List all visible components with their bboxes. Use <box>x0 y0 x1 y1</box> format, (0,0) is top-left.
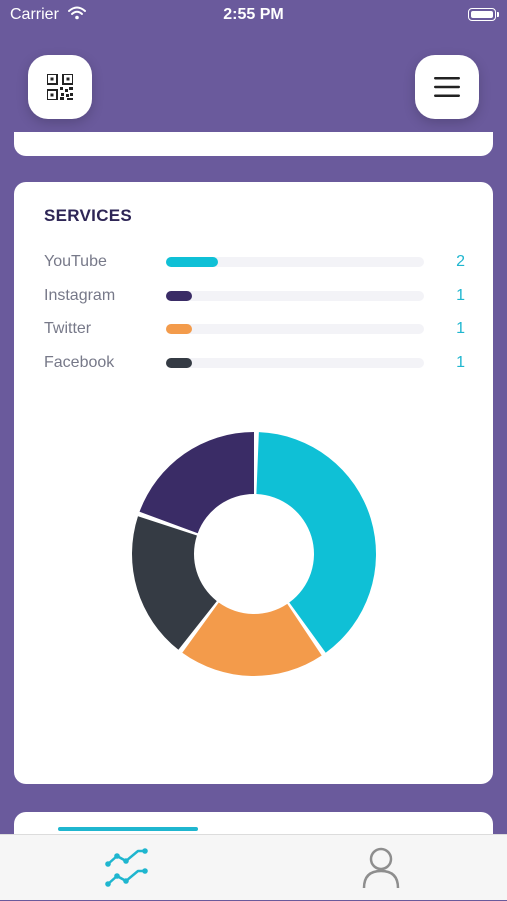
donut-slice-instagram <box>139 432 254 534</box>
service-name: Facebook <box>44 354 115 371</box>
service-bar-track <box>166 291 424 301</box>
service-row-instagram: Instagram 1 <box>14 284 493 308</box>
service-bar-track <box>166 358 424 368</box>
services-donut-chart <box>131 432 376 676</box>
battery-icon <box>468 8 496 21</box>
services-card: SERVICES YouTube 2 Instagram 1 Twitter 1… <box>14 182 493 784</box>
service-count: 1 <box>456 320 465 337</box>
wifi-icon <box>68 6 86 25</box>
service-bar-fill <box>166 324 192 334</box>
service-bar-fill <box>166 291 192 301</box>
tab-statistics[interactable] <box>0 835 253 901</box>
battery-tip <box>497 12 499 17</box>
service-bar-fill <box>166 257 218 267</box>
service-row-twitter: Twitter 1 <box>14 317 493 341</box>
service-bar-fill <box>166 358 192 368</box>
user-profile-icon <box>362 847 399 889</box>
service-row-facebook: Facebook 1 <box>14 351 493 375</box>
service-row-youtube: YouTube 2 <box>14 250 493 274</box>
donut-slice-youtube <box>256 432 376 653</box>
service-count: 2 <box>456 253 465 270</box>
stats-chart-icon <box>104 848 148 887</box>
tab-profile[interactable] <box>254 835 507 901</box>
service-count: 1 <box>456 287 465 304</box>
hamburger-menu-icon <box>434 77 460 97</box>
service-count: 1 <box>456 354 465 371</box>
service-bar-track <box>166 257 424 267</box>
clock: 2:55 PM <box>223 6 284 23</box>
service-bar-track <box>166 324 424 334</box>
qr-code-button[interactable] <box>28 55 92 119</box>
menu-button[interactable] <box>415 55 479 119</box>
status-bar: Carrier 2:55 PM <box>0 0 507 30</box>
tab-indicator <box>58 827 198 831</box>
services-title: SERVICES <box>44 206 133 225</box>
previous-card-edge <box>14 132 493 156</box>
qr-code-icon <box>47 74 73 100</box>
service-name: Instagram <box>44 287 116 304</box>
service-name: Twitter <box>44 320 92 337</box>
tab-bar <box>0 834 507 900</box>
carrier-label: Carrier <box>10 6 59 23</box>
donut-slice-facebook <box>131 516 217 650</box>
service-name: YouTube <box>44 253 107 270</box>
donut-slice-twitter <box>182 602 322 676</box>
